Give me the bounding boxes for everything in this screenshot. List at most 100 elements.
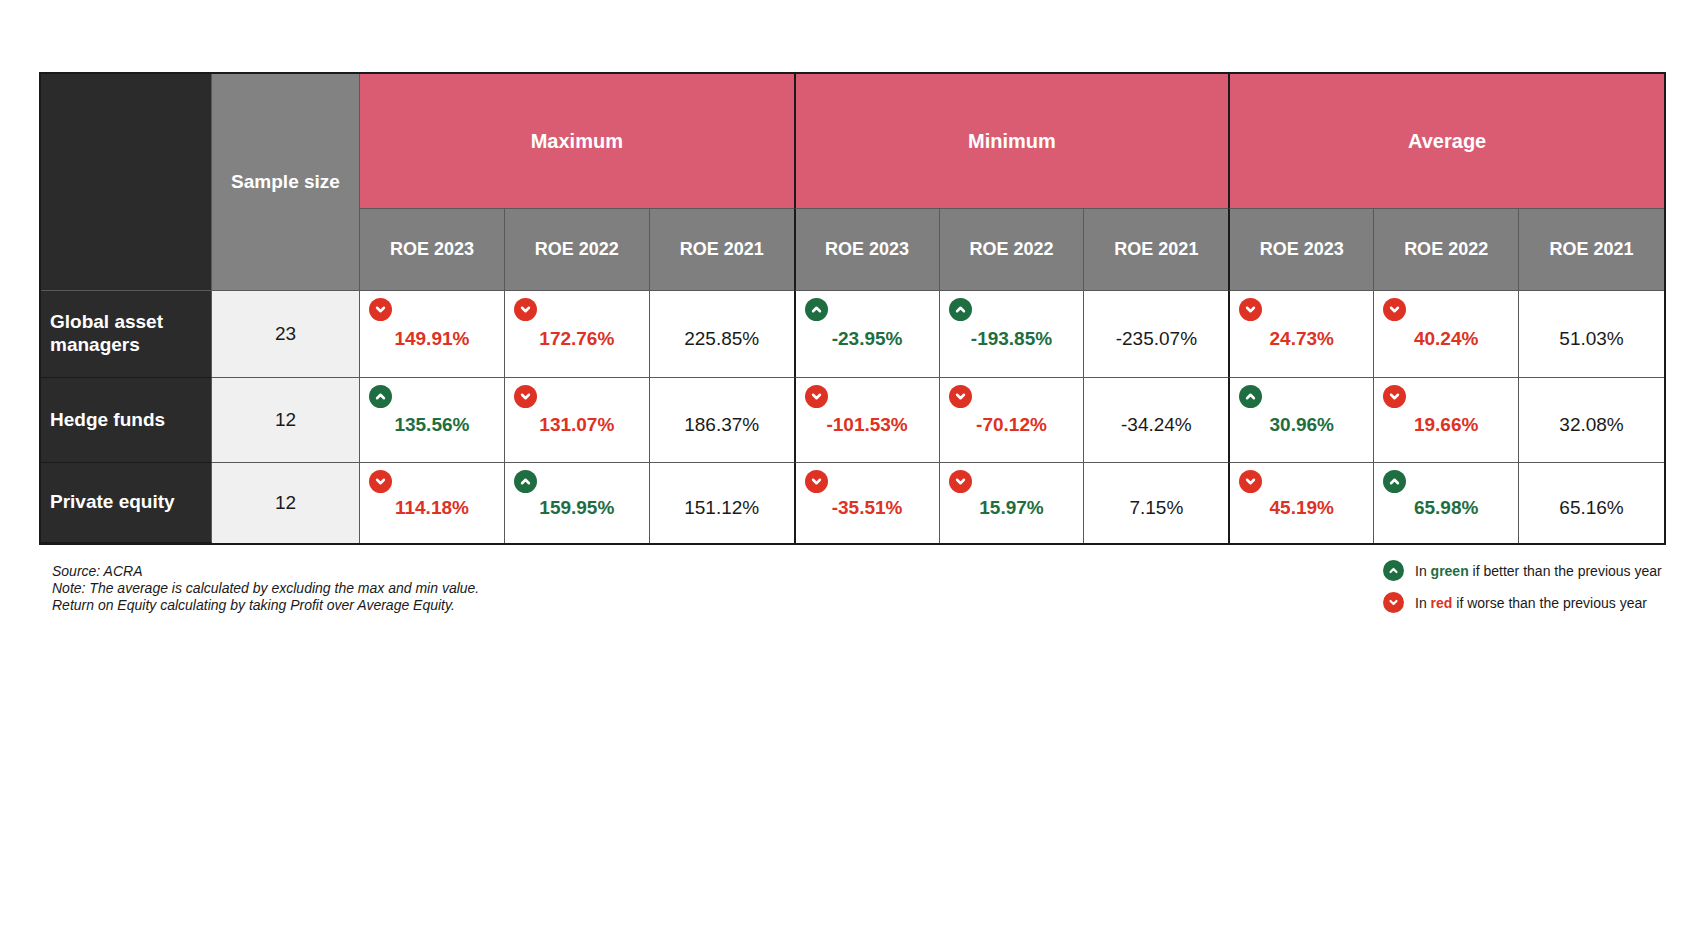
roe-cell: 135.56% (360, 378, 505, 463)
column-header-roe-2023: ROE 2023 (1228, 209, 1374, 291)
roe-value: 149.91% (394, 328, 469, 350)
roe-value: -193.85% (971, 328, 1052, 350)
roe-value: 15.97% (979, 497, 1043, 519)
roe-cell: -70.12% (940, 378, 1085, 463)
roe-value: 131.07% (539, 414, 614, 436)
trend-icon (949, 470, 972, 493)
trend-icon (805, 470, 828, 493)
roe-value: -101.53% (826, 414, 907, 436)
sample-size-value: 23 (212, 291, 360, 378)
roe-value: 114.18% (395, 497, 469, 519)
column-header-roe-2022: ROE 2022 (1374, 209, 1519, 291)
roe-cell: 51.03% (1519, 291, 1664, 378)
roe-cell: 15.97% (940, 463, 1085, 543)
roe-value: 172.76% (539, 328, 614, 350)
roe-cell: 131.07% (505, 378, 650, 463)
roe-value: 24.73% (1270, 328, 1334, 350)
row-label: Hedge funds (41, 378, 212, 463)
column-header-roe-2021: ROE 2021 (1519, 209, 1664, 291)
report-canvas: Sample size Maximum Minimum Average ROE … (0, 0, 1701, 945)
roe-value: 225.85% (684, 328, 759, 350)
chevron-up-circle-icon (1383, 560, 1404, 581)
roe-value: 45.19% (1270, 497, 1334, 519)
trend-icon (514, 298, 537, 321)
roe-value: -235.07% (1116, 328, 1197, 350)
roe-value: 30.96% (1270, 414, 1334, 436)
footnotes: Source: ACRA Note: The average is calcul… (52, 563, 479, 614)
roe-value: 32.08% (1559, 414, 1623, 436)
roe-value: 7.15% (1129, 497, 1183, 519)
roe-value: 151.12% (684, 497, 759, 519)
sample-size-value: 12 (212, 378, 360, 463)
roe-value: 65.16% (1559, 497, 1623, 519)
sample-size-header: Sample size (212, 74, 360, 291)
roe-cell: 186.37% (650, 378, 795, 463)
row-label: Global asset managers (41, 291, 212, 378)
trend-icon (949, 298, 972, 321)
group-header-maximum: Maximum (360, 74, 795, 209)
trend-icon (514, 470, 537, 493)
average-note: Note: The average is calculated by exclu… (52, 580, 479, 597)
trend-icon (1383, 298, 1406, 321)
roe-cell: 24.73% (1228, 291, 1374, 378)
trend-icon (1239, 470, 1262, 493)
roe-cell: 45.19% (1228, 463, 1374, 543)
column-header-roe-2023: ROE 2023 (794, 209, 940, 291)
column-header-roe-2022: ROE 2022 (940, 209, 1085, 291)
roe-cell: 65.98% (1374, 463, 1519, 543)
roe-cell: 159.95% (505, 463, 650, 543)
roe-cell: 32.08% (1519, 378, 1664, 463)
roe-value: -23.95% (832, 328, 903, 350)
legend: In green if better than the previous yea… (1383, 560, 1662, 613)
roe-cell: 149.91% (360, 291, 505, 378)
legend-worse-label: In red if worse than the previous year (1415, 595, 1647, 611)
roe-cell: -235.07% (1084, 291, 1229, 378)
column-header-roe-2022: ROE 2022 (505, 209, 650, 291)
legend-word-red: red (1431, 595, 1453, 611)
legend-better-label: In green if better than the previous yea… (1415, 563, 1662, 579)
roe-cell: 40.24% (1374, 291, 1519, 378)
roe-value: 40.24% (1414, 328, 1478, 350)
roe-value: 159.95% (539, 497, 614, 519)
roe-table: Sample size Maximum Minimum Average ROE … (39, 72, 1666, 545)
legend-better-row: In green if better than the previous yea… (1383, 560, 1662, 581)
trend-icon (369, 470, 392, 493)
trend-icon (1383, 470, 1406, 493)
roe-value: 65.98% (1414, 497, 1478, 519)
column-header-roe-2021: ROE 2021 (1084, 209, 1229, 291)
roe-definition-note: Return on Equity calculating by taking P… (52, 597, 479, 614)
roe-value: 51.03% (1559, 328, 1623, 350)
source-note: Source: ACRA (52, 563, 479, 580)
column-header-roe-2021: ROE 2021 (650, 209, 795, 291)
roe-cell: -193.85% (940, 291, 1085, 378)
trend-icon (805, 385, 828, 408)
legend-worse-row: In red if worse than the previous year (1383, 592, 1662, 613)
roe-cell: -23.95% (794, 291, 940, 378)
roe-value: -35.51% (832, 497, 903, 519)
roe-cell: 7.15% (1084, 463, 1229, 543)
column-header-roe-2023: ROE 2023 (360, 209, 505, 291)
roe-cell: 30.96% (1228, 378, 1374, 463)
row-label: Private equity (41, 463, 212, 543)
sample-size-value: 12 (212, 463, 360, 543)
legend-word-green: green (1431, 563, 1469, 579)
roe-cell: -101.53% (794, 378, 940, 463)
roe-value: -70.12% (976, 414, 1047, 436)
group-header-minimum: Minimum (794, 74, 1230, 209)
trend-icon (949, 385, 972, 408)
roe-cell: 114.18% (360, 463, 505, 543)
corner-cell (41, 74, 212, 291)
roe-cell: -34.24% (1084, 378, 1229, 463)
trend-icon (1383, 385, 1406, 408)
group-header-average: Average (1228, 74, 1664, 209)
roe-cell: 19.66% (1374, 378, 1519, 463)
roe-value: -34.24% (1121, 414, 1192, 436)
roe-cell: 151.12% (650, 463, 795, 543)
trend-icon (805, 298, 828, 321)
trend-icon (369, 385, 392, 408)
roe-value: 186.37% (684, 414, 759, 436)
roe-cell: 65.16% (1519, 463, 1664, 543)
trend-icon (1239, 385, 1262, 408)
chevron-down-circle-icon (1383, 592, 1404, 613)
roe-cell: 225.85% (650, 291, 795, 378)
